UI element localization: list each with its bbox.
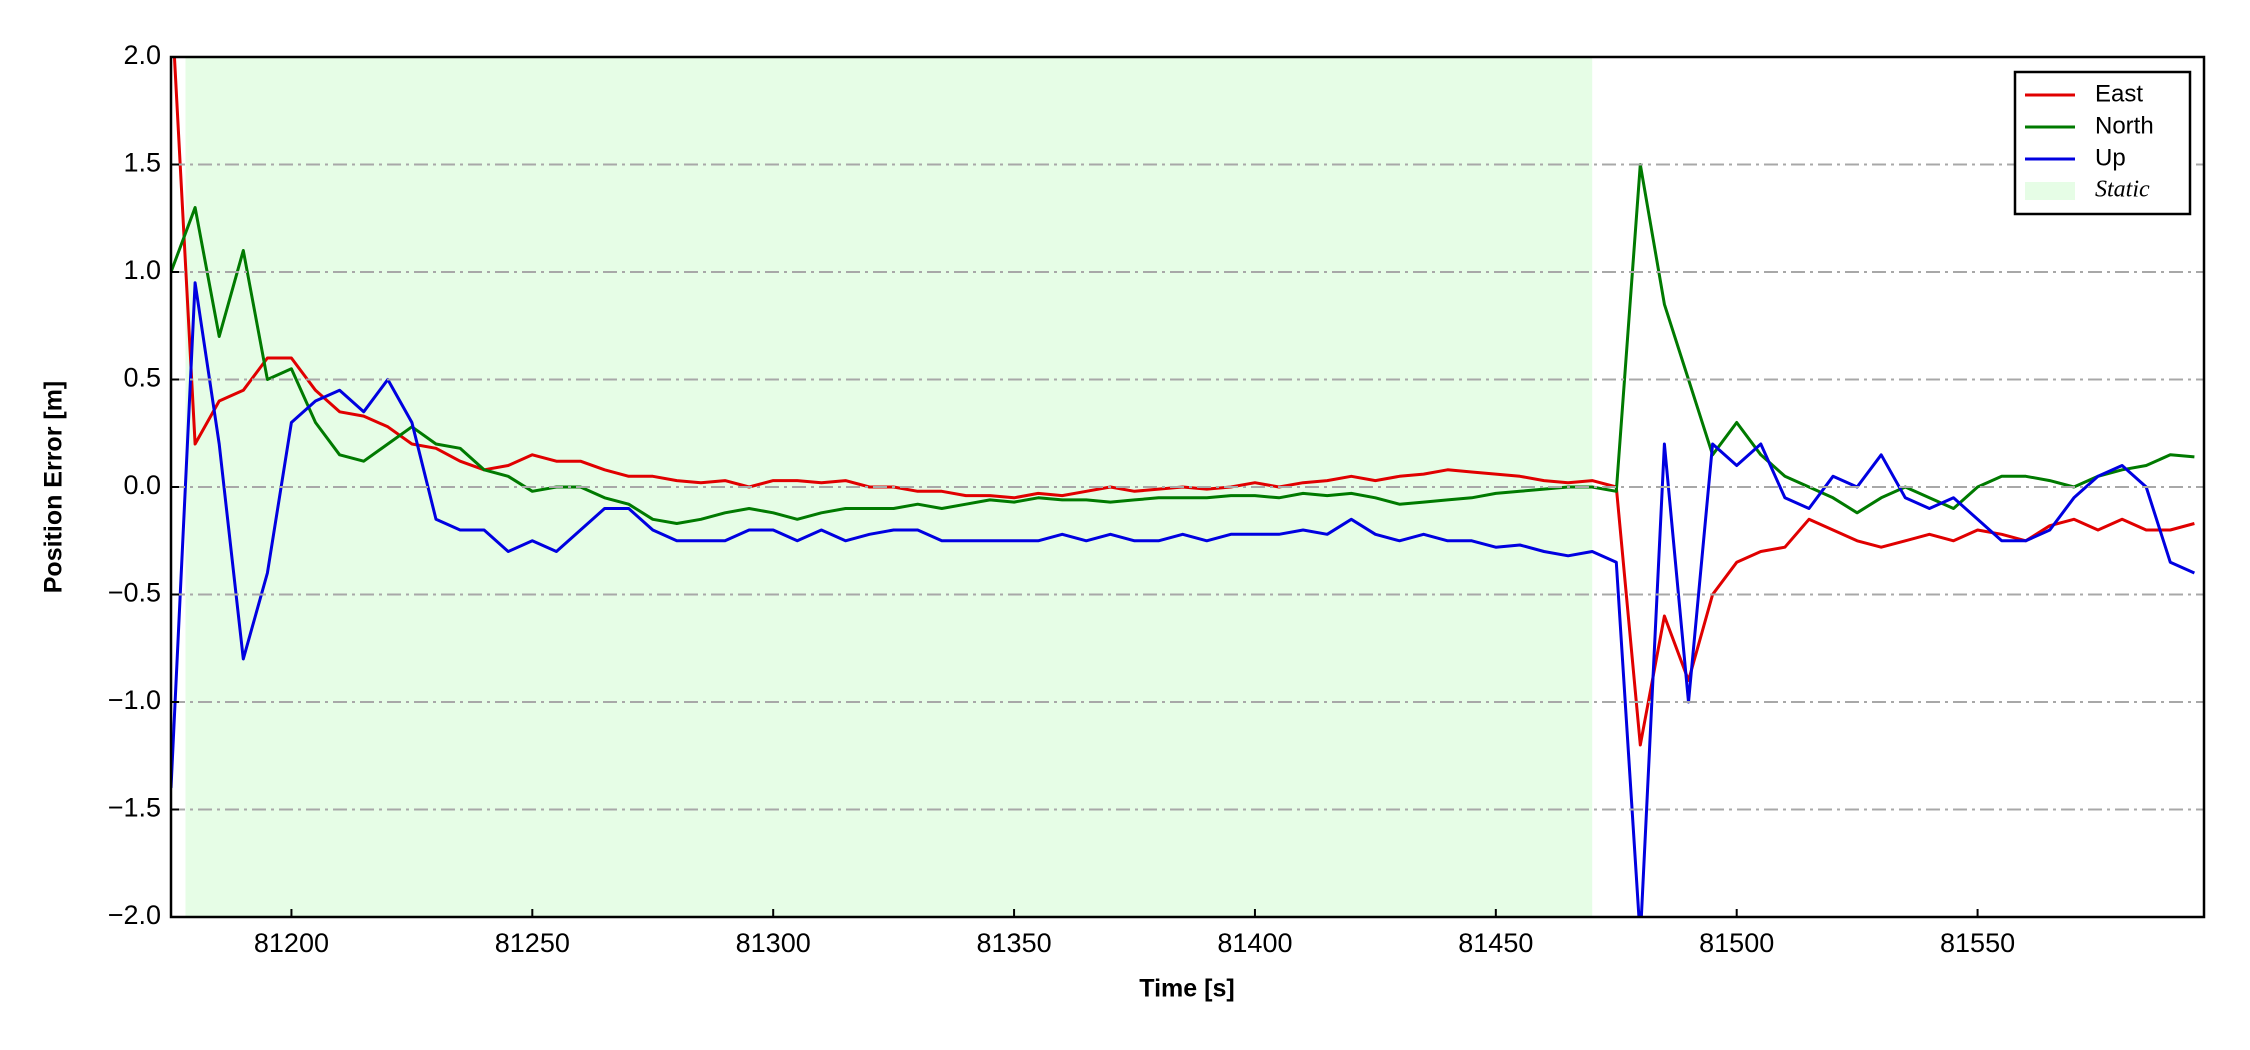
y-tick-label: 0.0	[123, 470, 161, 500]
y-tick-label: −1.5	[108, 793, 161, 823]
x-tick-label: 81550	[1940, 928, 2015, 958]
x-tick-label: 81500	[1699, 928, 1774, 958]
x-tick-label: 81400	[1217, 928, 1292, 958]
x-tick-label: 81200	[254, 928, 329, 958]
y-tick-label: −2.0	[108, 900, 161, 930]
y-tick-label: 2.0	[123, 40, 161, 70]
y-tick-label: −0.5	[108, 578, 161, 608]
legend-label: Static	[2095, 177, 2150, 203]
x-tick-label: 81250	[495, 928, 570, 958]
legend-label: Up	[2095, 144, 2126, 171]
plot-area	[171, 57, 2196, 917]
legend-label: North	[2095, 112, 2154, 139]
x-tick-label: 81350	[977, 928, 1052, 958]
y-axis-title: Position Error [m]	[40, 381, 68, 594]
legend-swatch	[2025, 182, 2075, 200]
y-tick-label: 1.5	[123, 148, 161, 178]
x-axis-title: Time [s]	[1139, 975, 1234, 1003]
y-tick-label: 1.0	[123, 255, 161, 285]
legend-label: East	[2095, 80, 2143, 107]
x-tick-label: 81300	[736, 928, 811, 958]
x-tick-label: 81450	[1458, 928, 1533, 958]
series-line	[171, 163, 2195, 525]
plot-frame	[169, 55, 2206, 919]
y-tick-label: −1.0	[108, 685, 161, 715]
y-tick-label: 0.5	[123, 363, 161, 393]
